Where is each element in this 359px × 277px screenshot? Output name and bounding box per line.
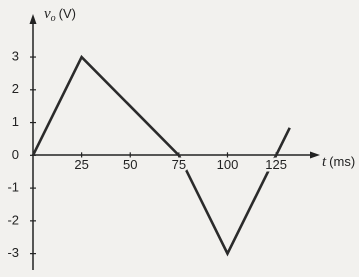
y-tick-label: 2 [12,81,19,96]
y-tick-label: -2 [7,212,19,227]
x-axis-label: t (ms) [322,154,355,170]
y-symbol: v [44,6,51,22]
line [31,54,291,257]
y-tick-label: 1 [12,114,19,129]
y-tick-label: 0 [12,147,19,162]
x-tick-label: 75 [172,157,186,172]
y-subscript: o [51,13,56,24]
x-axis-arrow [310,151,320,159]
y-axis-label: vo (V) [44,6,76,24]
x-tick-label: 125 [265,157,287,172]
y-unit: (V) [59,6,76,21]
y-axis-arrow [29,14,37,24]
x-symbol: t [322,154,327,170]
x-tick-label: 100 [217,157,239,172]
x-unit: (ms) [329,154,355,169]
y-tick-label: 3 [12,48,19,63]
y-tick-label: -3 [7,245,19,260]
y-tick-label: -1 [7,180,19,195]
x-tick-label: 25 [74,157,88,172]
x-tick-label: 50 [123,157,137,172]
